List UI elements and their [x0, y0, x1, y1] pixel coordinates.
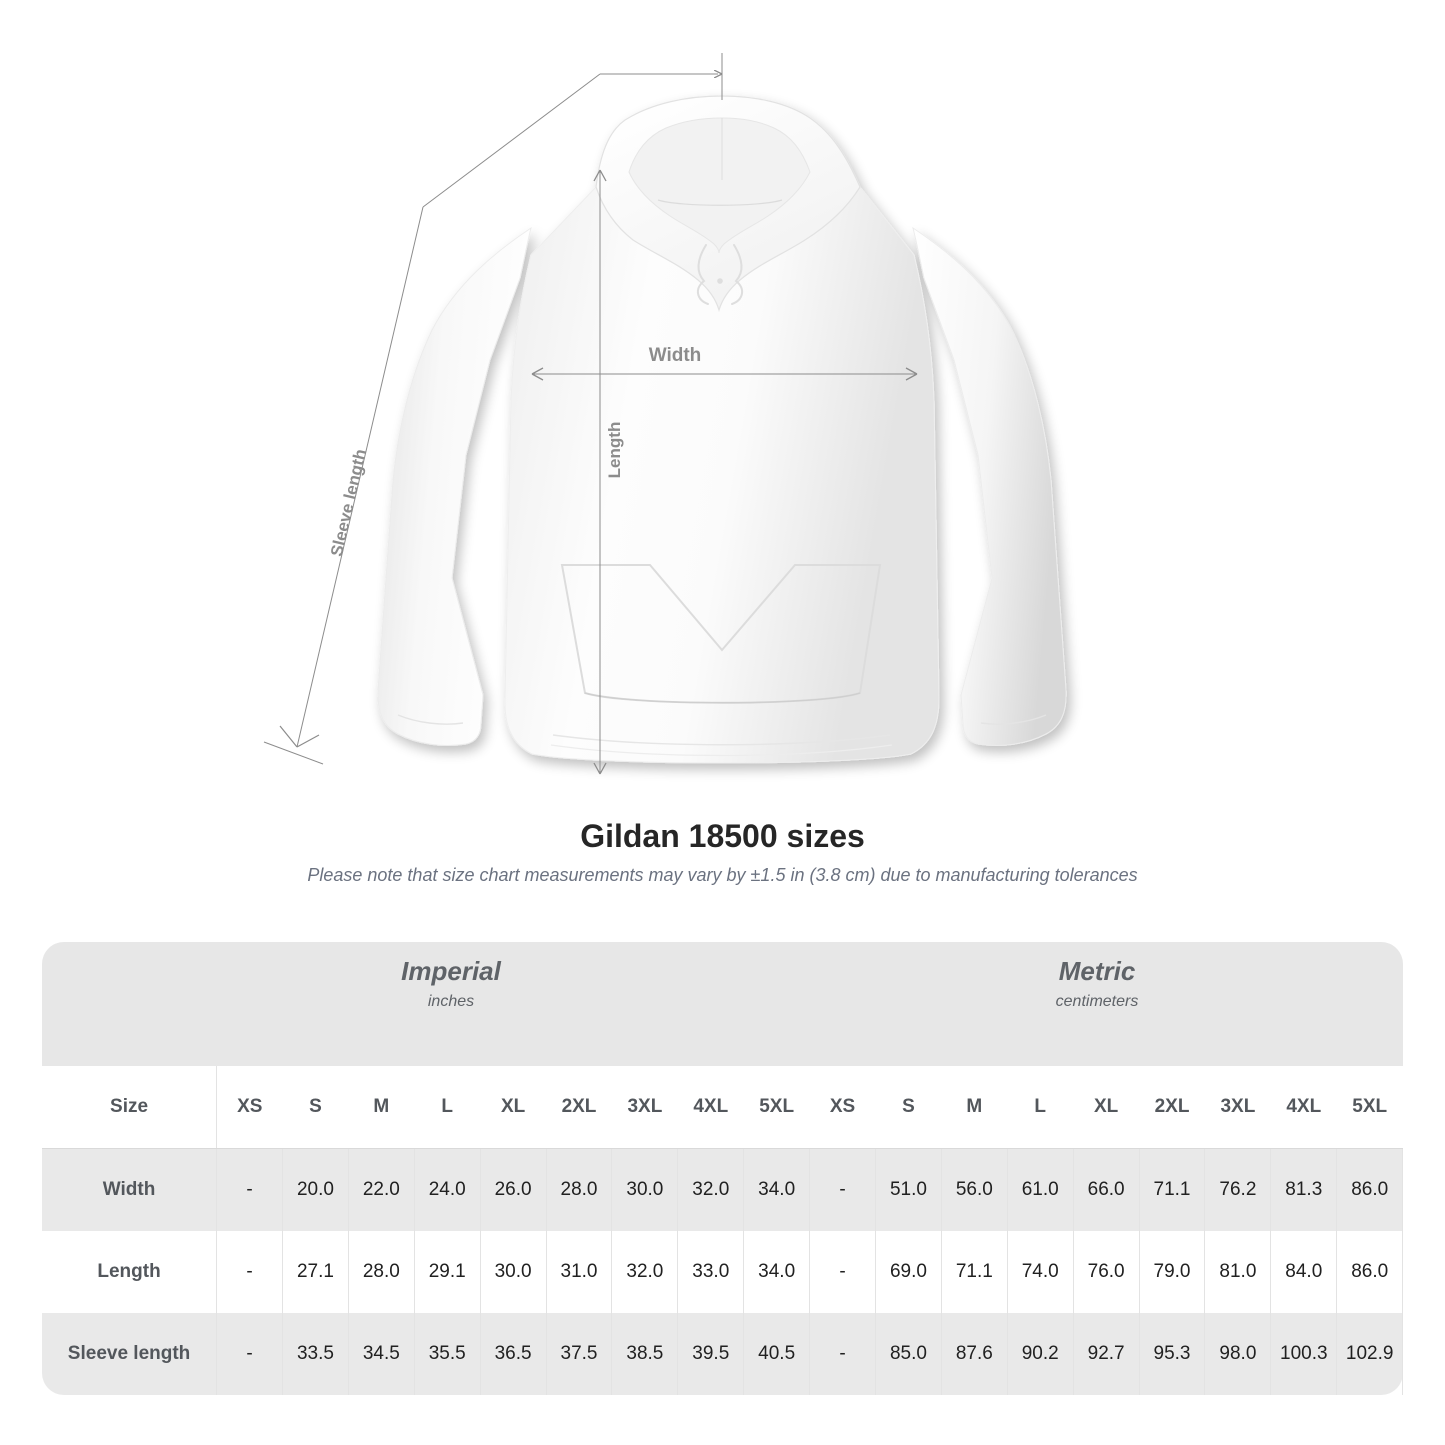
- svg-text:Length: Length: [605, 422, 624, 479]
- svg-text:Sleeve length: Sleeve length: [327, 447, 370, 558]
- svg-text:Width: Width: [649, 345, 702, 366]
